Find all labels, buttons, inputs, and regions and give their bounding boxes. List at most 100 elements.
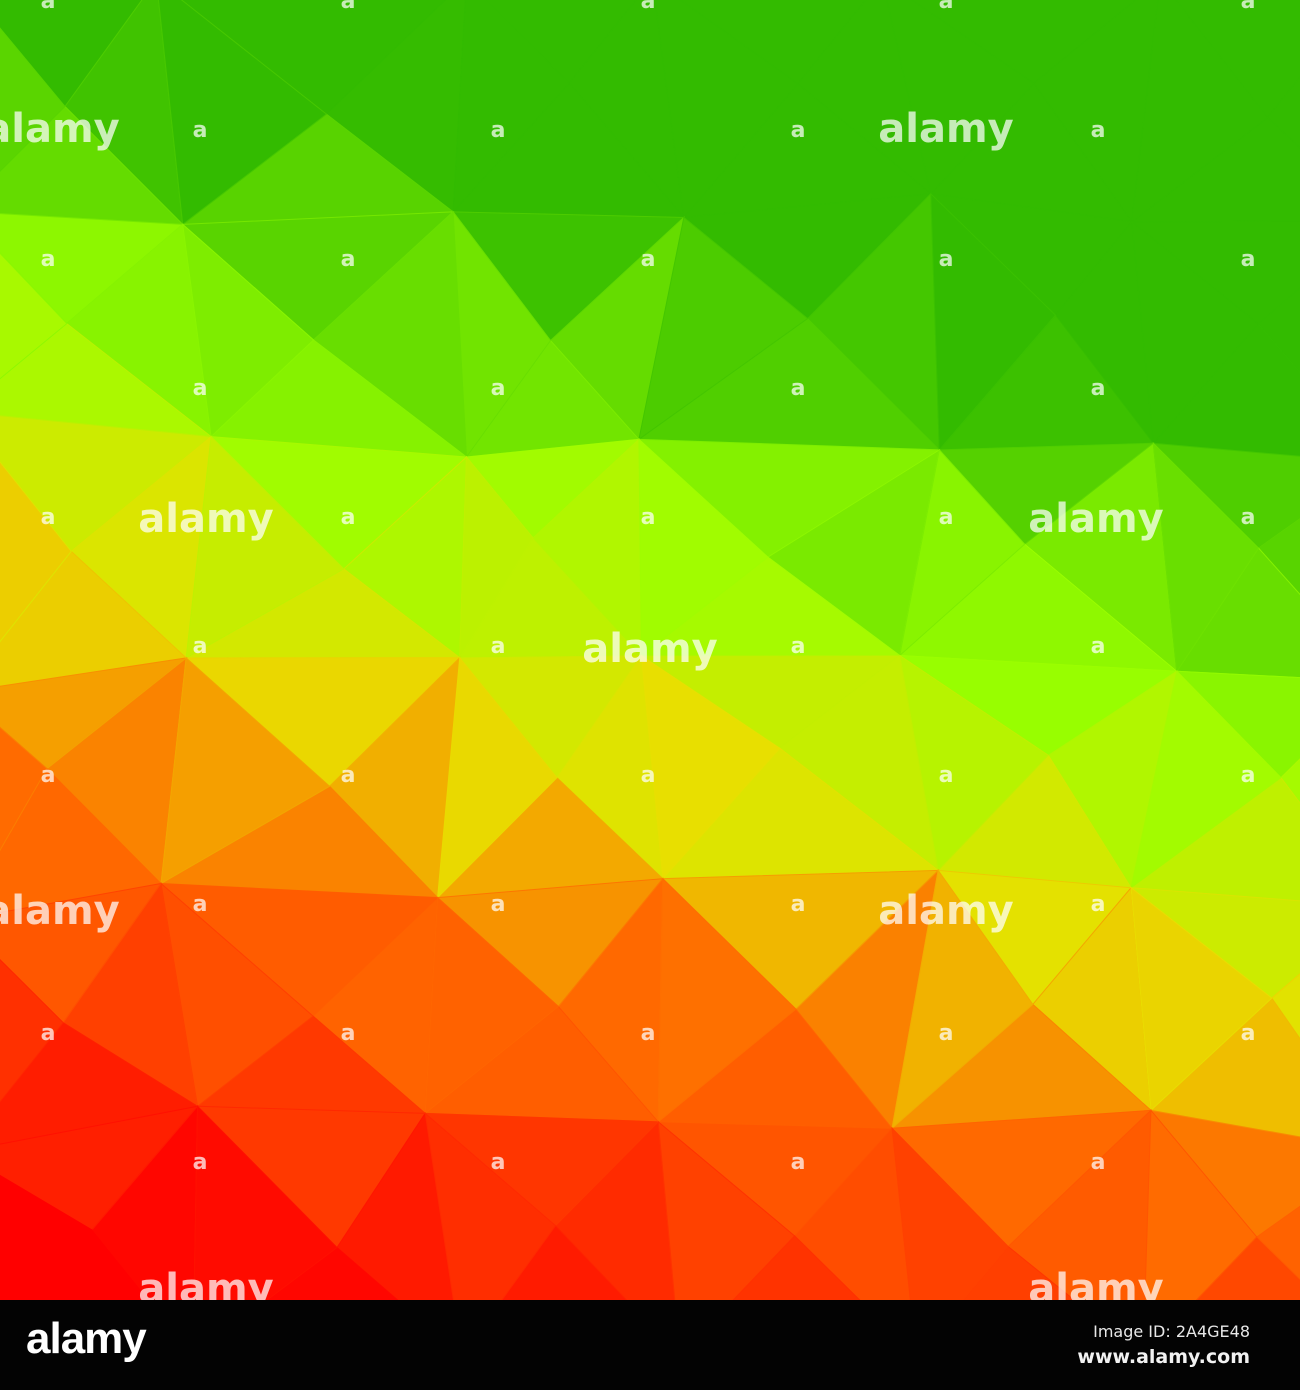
watermark-mark: a bbox=[1241, 247, 1256, 272]
polygon bbox=[962, 1245, 1076, 1300]
polygon bbox=[0, 252, 68, 380]
watermark-mark: a bbox=[641, 505, 656, 530]
watermark-mark: a bbox=[41, 763, 56, 788]
watermark-text: alamy bbox=[0, 888, 120, 934]
polygon bbox=[930, 192, 1057, 452]
watermark-text: alamy bbox=[0, 106, 120, 152]
watermark-mark: a bbox=[193, 634, 208, 659]
polygon bbox=[886, 0, 1035, 195]
low-poly-background: alamy alamy alamy alamy alamy alamy alamy alamy… bbox=[0, 0, 1300, 1300]
polygon bbox=[1152, 441, 1260, 673]
watermark-mark: a bbox=[791, 376, 806, 401]
polygon bbox=[891, 869, 1034, 1130]
polygon bbox=[1255, 1205, 1300, 1280]
polygon bbox=[436, 656, 558, 899]
polygon bbox=[459, 455, 534, 660]
watermark-text: alamy bbox=[582, 626, 717, 672]
polygon bbox=[1257, 287, 1300, 374]
polygon bbox=[160, 882, 314, 1108]
watermark-mark: a bbox=[1091, 1150, 1106, 1175]
watermark-mark: a bbox=[341, 505, 356, 530]
polygon bbox=[0, 27, 66, 173]
polygon bbox=[1266, 76, 1300, 149]
watermark-mark: a bbox=[1241, 0, 1256, 14]
watermark-mark: a bbox=[641, 247, 656, 272]
watermark-mark: a bbox=[41, 0, 56, 14]
watermark-mark: a bbox=[939, 505, 954, 530]
polygon bbox=[1130, 886, 1273, 1112]
watermark-mark: a bbox=[1241, 763, 1256, 788]
polygon bbox=[424, 896, 560, 1115]
polygon bbox=[1131, 220, 1259, 445]
watermark-mark: a bbox=[791, 892, 806, 917]
polygon bbox=[266, 1246, 399, 1300]
watermark-mark: a bbox=[791, 118, 806, 143]
polygon bbox=[891, 1126, 1009, 1300]
watermark-mark: a bbox=[41, 505, 56, 530]
polygon bbox=[657, 1120, 796, 1300]
watermark-mark: a bbox=[341, 1021, 356, 1046]
watermark-mark: a bbox=[939, 0, 954, 14]
watermark-mark: a bbox=[193, 118, 208, 143]
polygon bbox=[1130, 670, 1282, 889]
watermark-mark: a bbox=[939, 1021, 954, 1046]
polygon bbox=[638, 216, 809, 441]
polygon bbox=[899, 654, 1050, 872]
polygon bbox=[1280, 758, 1300, 804]
polygon bbox=[1131, 0, 1269, 223]
watermark-mark: a bbox=[491, 892, 506, 917]
watermark-mark: a bbox=[1241, 1021, 1256, 1046]
watermark-mark: a bbox=[791, 634, 806, 659]
watermark-mark: a bbox=[1091, 892, 1106, 917]
watermark-text: alamy bbox=[1028, 496, 1163, 542]
watermark-mark: a bbox=[491, 118, 506, 143]
watermark-mark: a bbox=[791, 1150, 806, 1175]
watermark-text: alamy bbox=[878, 888, 1013, 934]
polygon bbox=[0, 726, 48, 852]
watermark-text: alamy bbox=[1028, 1266, 1163, 1300]
watermark-text: alamy bbox=[878, 106, 1013, 152]
polygon bbox=[193, 1105, 338, 1300]
polygon bbox=[158, 0, 328, 226]
watermark-mark: a bbox=[41, 247, 56, 272]
watermark-mark: a bbox=[641, 0, 656, 14]
polygon bbox=[657, 877, 797, 1123]
polygon bbox=[185, 435, 345, 659]
watermark-mark: a bbox=[193, 376, 208, 401]
polygon bbox=[898, 448, 1026, 657]
watermark-mark: a bbox=[41, 1021, 56, 1046]
polygon bbox=[1257, 517, 1300, 596]
polygon bbox=[0, 1174, 93, 1300]
watermark-mark: a bbox=[939, 763, 954, 788]
polygon bbox=[638, 438, 769, 657]
polygon bbox=[0, 958, 64, 1103]
polygon bbox=[452, 210, 552, 459]
polygon bbox=[160, 656, 331, 885]
polygon bbox=[182, 223, 315, 438]
polygon bbox=[1144, 1109, 1258, 1300]
watermark-mark: a bbox=[1091, 376, 1106, 401]
polygon bbox=[640, 654, 781, 880]
watermark-mark: a bbox=[939, 247, 954, 272]
watermark-text: alamy bbox=[138, 496, 273, 542]
polygon-layer bbox=[0, 0, 1300, 1300]
polygon bbox=[424, 1112, 557, 1300]
image-id: Image ID: 2A4GE48 bbox=[1093, 1322, 1250, 1341]
polygon bbox=[452, 0, 570, 214]
watermark-mark: a bbox=[1091, 118, 1106, 143]
watermark-mark: a bbox=[193, 1150, 208, 1175]
watermark-mark: a bbox=[341, 0, 356, 14]
polygon bbox=[0, 461, 72, 643]
watermark-mark: a bbox=[641, 1021, 656, 1046]
watermark-mark: a bbox=[1241, 505, 1256, 530]
watermark-mark: a bbox=[641, 763, 656, 788]
watermark-mark: a bbox=[341, 763, 356, 788]
watermark-mark: a bbox=[341, 247, 356, 272]
polygon bbox=[1271, 973, 1300, 1040]
watermark-mark: a bbox=[1091, 634, 1106, 659]
watermark-layer: alamy alamy alamy alamy alamy alamy alamy alamy… bbox=[0, 0, 1255, 1300]
watermark-mark: a bbox=[491, 376, 506, 401]
polygon bbox=[654, 0, 799, 219]
watermark-mark: a bbox=[193, 892, 208, 917]
footer-bar: alamy Image ID: 2A4GE48 www.alamy.com bbox=[0, 1300, 1300, 1390]
